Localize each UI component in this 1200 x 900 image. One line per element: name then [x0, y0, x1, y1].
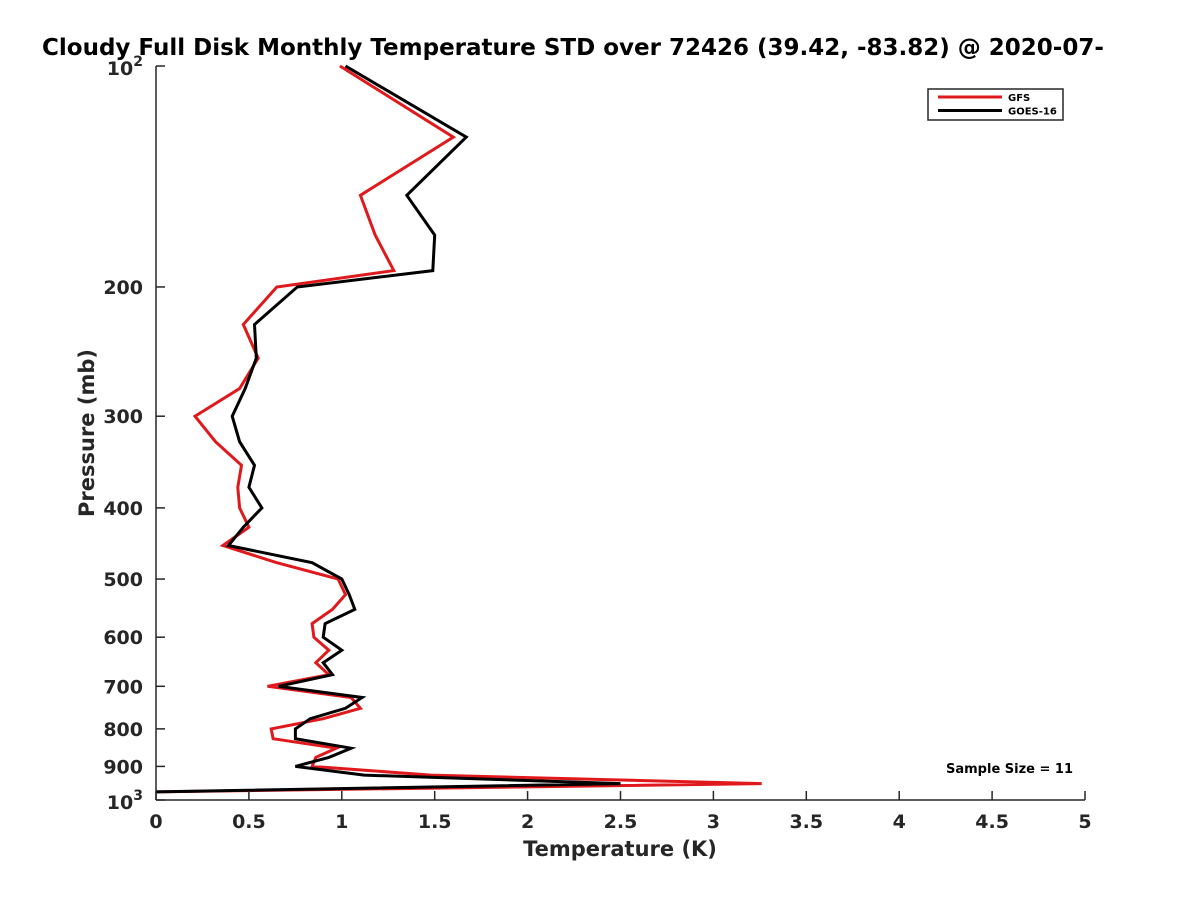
y-tick-label-base: 10: [107, 792, 133, 814]
x-tick-label: 2: [521, 811, 534, 833]
annotations: Sample Size = 11: [946, 762, 1073, 777]
x-axis: 0 0.5 1 1.5 2 2.5 3 3.5 4 4.5 5: [149, 791, 1092, 833]
x-tick-label: 3.5: [789, 811, 823, 833]
x-axis-label: Temperature (K): [523, 837, 717, 861]
x-tick-label: 4.5: [975, 811, 1009, 833]
x-tick-label: 4: [893, 811, 906, 833]
chart-title: Cloudy Full Disk Monthly Temperature STD…: [42, 35, 1104, 61]
x-tick-label: 0.5: [232, 811, 266, 833]
x-tick-label: 2.5: [604, 811, 638, 833]
y-tick-label: 300: [103, 406, 143, 428]
y-tick-label: 103: [107, 788, 143, 814]
plot-area: [155, 64, 762, 794]
x-tick-label: 3: [707, 811, 720, 833]
series-line-gfs: [155, 64, 762, 794]
y-tick-label: 800: [103, 719, 143, 741]
y-tick-label: 200: [103, 277, 143, 299]
y-tick-label-exponent: 2: [133, 54, 143, 70]
y-tick-label: 500: [103, 569, 143, 591]
x-tick-label: 1: [335, 811, 348, 833]
y-tick-label: 900: [103, 756, 143, 778]
legend: GFS GOES-16: [927, 88, 1064, 121]
x-tick-label: 0: [149, 811, 162, 833]
y-axis-label: Pressure (mb): [75, 349, 99, 517]
sample-size-annotation: Sample Size = 11: [946, 762, 1073, 777]
y-tick-label: 600: [103, 627, 143, 649]
legend-label: GFS: [1008, 93, 1030, 104]
y-tick-label-base: 10: [107, 58, 133, 80]
y-tick-label: 102: [107, 54, 143, 80]
y-tick-label: 400: [103, 498, 143, 520]
x-tick-label: 5: [1078, 811, 1091, 833]
legend-box: [927, 88, 1064, 121]
x-tick-label: 1.5: [418, 811, 452, 833]
y-tick-label: 700: [103, 676, 143, 698]
series-line-goes-16: [155, 64, 621, 794]
legend-label: GOES-16: [1008, 107, 1057, 118]
y-tick-label-exponent: 3: [133, 788, 143, 804]
